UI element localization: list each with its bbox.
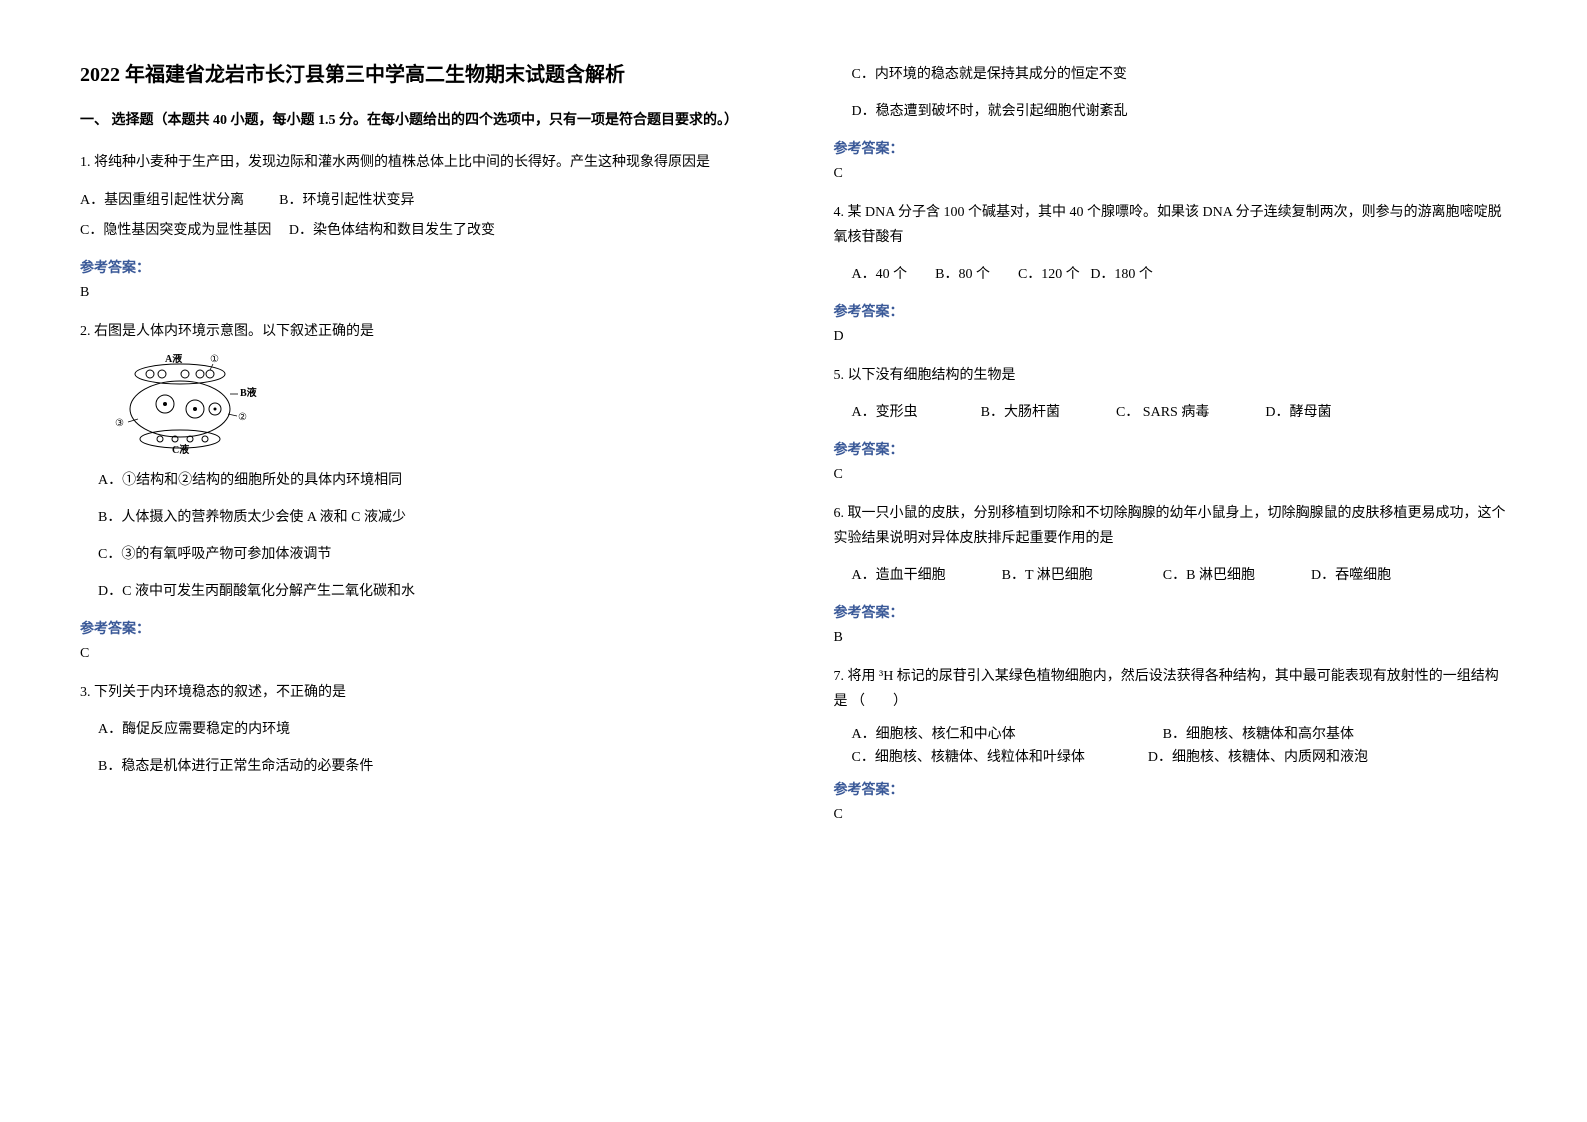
question-options: A．变形虫 B．大肠杆菌 C． SARS 病毒 D．酵母菌 xyxy=(834,398,1508,429)
option-a: A．造血干细胞 xyxy=(852,568,946,583)
answer-value: C xyxy=(834,807,1508,823)
question-options: C．内环境的稳态就是保持其成分的恒定不变 D．稳态遭到破坏时，就会引起细胞代谢紊… xyxy=(834,60,1508,128)
answer-label: 参考答案： xyxy=(834,602,1508,622)
right-column: C．内环境的稳态就是保持其成分的恒定不变 D．稳态遭到破坏时，就会引起细胞代谢紊… xyxy=(834,60,1508,841)
label-a-liquid: A液 xyxy=(165,354,182,365)
question-text: 3. 下列关于内环境稳态的叙述，不正确的是 xyxy=(80,680,754,705)
option-d: D．稳态遭到破坏时，就会引起细胞代谢紊乱 xyxy=(852,97,1508,128)
option-a: A．变形虫 xyxy=(852,405,918,420)
option-b: B．稳态是机体进行正常生命活动的必要条件 xyxy=(98,752,754,783)
answer-label: 参考答案： xyxy=(834,138,1508,158)
option-b: B．大肠杆菌 xyxy=(981,405,1060,420)
question-text: 6. 取一只小鼠的皮肤，分别移植到切除和不切除胸腺的幼年小鼠身上，切除胸腺鼠的皮… xyxy=(834,501,1508,551)
option-c: C．隐性基因突变成为显性基因 xyxy=(80,223,271,238)
option-b: B．T 淋巴细胞 xyxy=(1002,568,1093,583)
option-a: A．细胞核、核仁和中心体 xyxy=(852,727,1016,742)
option-c: C．120 个 xyxy=(1018,267,1080,282)
option-d: D．染色体结构和数目发生了改变 xyxy=(289,223,495,238)
answer-label: 参考答案： xyxy=(80,257,754,277)
question-options: A．造血干细胞 B．T 淋巴细胞 C．B 淋巴细胞 D．吞噬细胞 xyxy=(834,561,1508,592)
question-2: 2. 右图是人体内环境示意图。以下叙述正确的是 A液 ① xyxy=(80,319,754,661)
answer-label: 参考答案： xyxy=(834,439,1508,459)
question-options: A．①结构和②结构的细胞所处的具体内环境相同 B．人体摄入的营养物质太少会使 A… xyxy=(80,466,754,607)
question-1: 1. 将纯种小麦种于生产田，发现边际和灌水两侧的植株总体上比中间的长得好。产生这… xyxy=(80,150,754,301)
option-c: C．③的有氧呼吸产物可参加体液调节 xyxy=(98,540,754,571)
answer-value: B xyxy=(80,285,754,301)
question-text: 5. 以下没有细胞结构的生物是 xyxy=(834,363,1508,388)
question-text: 2. 右图是人体内环境示意图。以下叙述正确的是 xyxy=(80,319,754,344)
q2-diagram: A液 ① xyxy=(110,354,754,454)
answer-label: 参考答案： xyxy=(834,779,1508,799)
label-three: ③ xyxy=(115,418,124,429)
answer-label: 参考答案： xyxy=(834,301,1508,321)
question-3: 3. 下列关于内环境稳态的叙述，不正确的是 A．酶促反应需要稳定的内环境 B．稳… xyxy=(80,680,754,783)
option-c: C．细胞核、核糖体、线粒体和叶绿体 xyxy=(852,750,1085,765)
option-a: A．基因重组引起性状分离 xyxy=(80,193,244,208)
label-c-liquid: C液 xyxy=(172,443,189,454)
option-d: D．细胞核、核糖体、内质网和液泡 xyxy=(1148,750,1368,765)
option-c: C． SARS 病毒 xyxy=(1116,405,1209,420)
question-text: 1. 将纯种小麦种于生产田，发现边际和灌水两侧的植株总体上比中间的长得好。产生这… xyxy=(80,150,754,175)
question-options: A．细胞核、核仁和中心体 B．细胞核、核糖体和高尔基体 C．细胞核、核糖体、线粒… xyxy=(834,724,1508,769)
label-b-liquid: B液 xyxy=(240,386,257,399)
question-options: A．40 个 B．80 个 C．120 个 D．180 个 xyxy=(834,260,1508,291)
label-two: ② xyxy=(238,412,247,423)
question-5: 5. 以下没有细胞结构的生物是 A．变形虫 B．大肠杆菌 C． SARS 病毒 … xyxy=(834,363,1508,483)
option-d: D．酵母菌 xyxy=(1265,405,1331,420)
question-options: A．酶促反应需要稳定的内环境 B．稳态是机体进行正常生命活动的必要条件 xyxy=(80,715,754,783)
page-container: 2022 年福建省龙岩市长汀县第三中学高二生物期末试题含解析 一、 选择题（本题… xyxy=(80,60,1507,841)
option-d: D．180 个 xyxy=(1090,267,1153,282)
option-c: C．B 淋巴细胞 xyxy=(1163,568,1255,583)
answer-value: C xyxy=(834,166,1508,182)
option-b: B．80 个 xyxy=(935,267,990,282)
question-3-continued: C．内环境的稳态就是保持其成分的恒定不变 D．稳态遭到破坏时，就会引起细胞代谢紊… xyxy=(834,60,1508,182)
option-d: D．C 液中可发生丙酮酸氧化分解产生二氧化碳和水 xyxy=(98,577,754,608)
option-c: C．内环境的稳态就是保持其成分的恒定不变 xyxy=(852,60,1508,91)
question-text: 7. 将用 ³H 标记的尿苷引入某绿色植物细胞内，然后设法获得各种结构，其中最可… xyxy=(834,664,1508,714)
question-7: 7. 将用 ³H 标记的尿苷引入某绿色植物细胞内，然后设法获得各种结构，其中最可… xyxy=(834,664,1508,823)
question-6: 6. 取一只小鼠的皮肤，分别移植到切除和不切除胸腺的幼年小鼠身上，切除胸腺鼠的皮… xyxy=(834,501,1508,646)
label-one: ① xyxy=(210,354,219,365)
internal-environment-diagram: A液 ① xyxy=(110,354,270,454)
option-d: D．吞噬细胞 xyxy=(1311,568,1391,583)
option-a: A．酶促反应需要稳定的内环境 xyxy=(98,715,754,746)
answer-value: C xyxy=(834,467,1508,483)
answer-value: D xyxy=(834,329,1508,345)
option-b: B．环境引起性状变异 xyxy=(279,193,414,208)
option-b: B．细胞核、核糖体和高尔基体 xyxy=(1163,727,1354,742)
answer-value: C xyxy=(80,646,754,662)
left-column: 2022 年福建省龙岩市长汀县第三中学高二生物期末试题含解析 一、 选择题（本题… xyxy=(80,60,754,841)
document-title: 2022 年福建省龙岩市长汀县第三中学高二生物期末试题含解析 xyxy=(80,60,754,90)
answer-label: 参考答案： xyxy=(80,618,754,638)
section-header: 一、 选择题（本题共 40 小题，每小题 1.5 分。在每小题给出的四个选项中，… xyxy=(80,110,754,132)
question-4: 4. 某 DNA 分子含 100 个碱基对，其中 40 个腺嘌呤。如果该 DNA… xyxy=(834,200,1508,345)
answer-value: B xyxy=(834,630,1508,646)
question-text: 4. 某 DNA 分子含 100 个碱基对，其中 40 个腺嘌呤。如果该 DNA… xyxy=(834,200,1508,250)
option-b: B．人体摄入的营养物质太少会使 A 液和 C 液减少 xyxy=(98,503,754,534)
question-options: A．基因重组引起性状分离 B．环境引起性状变异 C．隐性基因突变成为显性基因 D… xyxy=(80,186,754,248)
option-a: A．40 个 xyxy=(852,267,908,282)
option-a: A．①结构和②结构的细胞所处的具体内环境相同 xyxy=(98,466,754,497)
